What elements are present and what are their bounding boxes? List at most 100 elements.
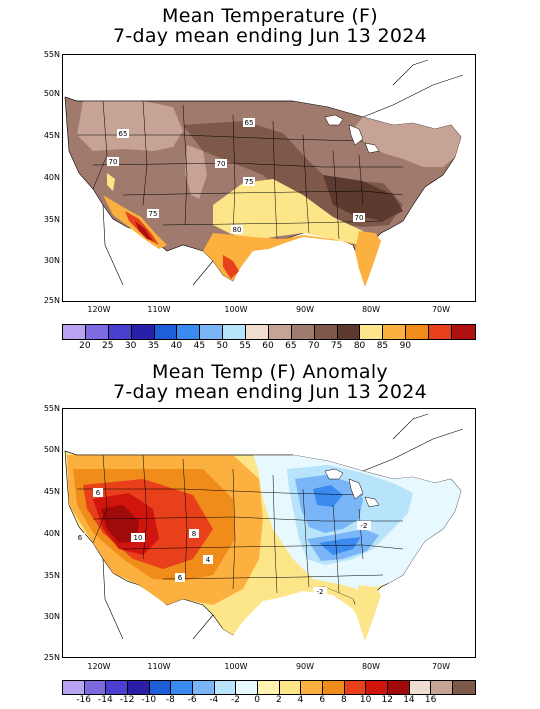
top-legend-tick: 70 <box>308 341 320 351</box>
top-legend-swatch <box>383 325 407 339</box>
top-lat-label: 45N <box>43 131 60 140</box>
top-temperature-map: 65 65 70 70 75 75 80 70 <box>64 59 464 287</box>
bottom-legend-tick: 2 <box>275 695 282 705</box>
top-lon-label: 110W <box>147 305 171 314</box>
top-zone-hot-texas <box>203 233 359 281</box>
bottom-lat-label: 55N <box>43 404 60 413</box>
bottom-lon-label: 110W <box>147 662 171 671</box>
bottom-lon-label: 120W <box>87 662 111 671</box>
bottom-contour-label: 6 <box>178 574 183 582</box>
bottom-lon-label: 90W <box>295 662 315 671</box>
top-lat-label: 40N <box>43 173 60 182</box>
bottom-contour-label: 6 <box>96 489 101 497</box>
top-legend-tick: 55 <box>239 341 251 351</box>
bottom-legend-swatch <box>409 681 432 694</box>
bottom-zone-mild-south <box>213 585 359 635</box>
top-legend-swatch <box>63 325 86 339</box>
top-legend-swatch <box>406 325 429 339</box>
bottom-contour-label: 6 <box>78 534 83 542</box>
bottom-legend-tick: -10 <box>141 695 157 705</box>
top-zone-cool-northwest <box>77 101 183 151</box>
top-contour-label: 70 <box>217 160 226 168</box>
bottom-zone-coldest <box>313 485 361 555</box>
bottom-legend-tick: 6 <box>319 695 326 705</box>
top-map-frame: 65 65 70 70 75 75 80 70 <box>62 54 476 302</box>
bottom-zone-florida <box>355 585 381 641</box>
top-legend-tick: 60 <box>262 341 274 351</box>
top-state-lines <box>77 100 404 240</box>
bottom-borders <box>64 413 464 640</box>
top-legend-swatch <box>223 325 246 339</box>
top-legend-swatch <box>268 325 292 339</box>
top-zone-warm-south <box>213 179 363 245</box>
top-lat-label: 55N <box>43 50 60 59</box>
top-zone-rockies-cool <box>185 145 207 199</box>
top-legend-tick: 75 <box>330 341 343 351</box>
bottom-lat-label: 50N <box>43 445 60 454</box>
bottom-lat-label: 25N <box>43 653 60 662</box>
bottom-contour-label: -2 <box>317 588 324 596</box>
bottom-legend-tick: -8 <box>165 695 175 705</box>
top-legend-swatch <box>337 325 361 339</box>
top-lon-label: 120W <box>87 305 111 314</box>
top-legend-swatch <box>108 325 132 339</box>
top-legend-swatch <box>154 325 178 339</box>
bottom-lon-label: 80W <box>361 662 381 671</box>
bottom-legend-swatch <box>84 681 107 694</box>
bottom-contour-label: 8 <box>192 530 196 538</box>
bottom-legend-swatch <box>258 681 280 694</box>
bottom-legend-swatch <box>301 681 324 694</box>
top-legend-swatch <box>314 325 338 339</box>
bottom-legend-swatch <box>106 681 129 694</box>
top-legend-tick: 80 <box>353 341 366 351</box>
top-contour-label: 80 <box>233 226 242 234</box>
top-map-title: Mean Temperature (F) <box>162 5 378 27</box>
bottom-lat-label: 35N <box>43 571 60 580</box>
top-legend-tick: 30 <box>124 341 137 351</box>
top-legend-swatch <box>291 325 315 339</box>
bottom-legend-tick: -16 <box>76 695 92 705</box>
top-great-lakes <box>324 114 380 154</box>
top-lon-label: 80W <box>361 305 381 314</box>
top-legend-swatch <box>177 325 201 339</box>
bottom-map-title: Mean Temp (F) Anomaly <box>152 361 388 383</box>
top-zone-cool-northeast <box>353 117 461 167</box>
bottom-legend-swatch <box>236 681 259 694</box>
bottom-lon-label: 70W <box>431 662 451 671</box>
bottom-legend-tick: 14 <box>403 695 415 705</box>
top-contour-label: 75 <box>149 210 158 218</box>
top-legend-swatch <box>131 325 155 339</box>
top-legend-tick: 25 <box>102 341 114 351</box>
top-lat-label: 30N <box>43 256 60 265</box>
bottom-state-lines <box>77 454 404 594</box>
top-legend-tick: 50 <box>216 341 228 351</box>
top-legend-tick: 40 <box>170 341 183 351</box>
bottom-legend-swatch <box>388 681 410 694</box>
top-legend-tick: 35 <box>147 341 160 351</box>
bottom-legend-tick: 10 <box>359 695 372 705</box>
bottom-map-frame: 6 6 10 8 6 4 -2 -2 <box>62 408 476 658</box>
bottom-legend-swatch <box>323 681 345 694</box>
bottom-contour-label: 10 <box>134 534 143 542</box>
bottom-legend-swatch <box>431 681 454 694</box>
top-legend-swatch <box>85 325 109 339</box>
bottom-legend-tick: -4 <box>209 695 219 705</box>
bottom-legend-swatch <box>214 681 237 694</box>
top-contour-label: 70 <box>109 158 118 166</box>
bottom-legend-swatch <box>193 681 215 694</box>
bottom-legend-tick: 12 <box>381 695 393 705</box>
bottom-lat-label: 40N <box>43 529 60 538</box>
bottom-legend-swatch <box>149 681 172 694</box>
bottom-lon-label: 100W <box>224 662 248 671</box>
top-zone-extreme-sw <box>135 221 153 241</box>
bottom-contour-label: 4 <box>206 556 211 564</box>
top-legend-tick: 20 <box>79 341 91 351</box>
top-legend-swatch <box>246 325 269 339</box>
top-legend-swatch <box>200 325 224 339</box>
top-legend-tick: 65 <box>285 341 297 351</box>
bottom-legend-swatch <box>366 681 389 694</box>
bottom-legend-tick: -12 <box>119 695 135 705</box>
top-legend-swatch <box>429 325 452 339</box>
top-color-legend <box>62 324 476 340</box>
top-contour-label: 75 <box>245 178 254 186</box>
